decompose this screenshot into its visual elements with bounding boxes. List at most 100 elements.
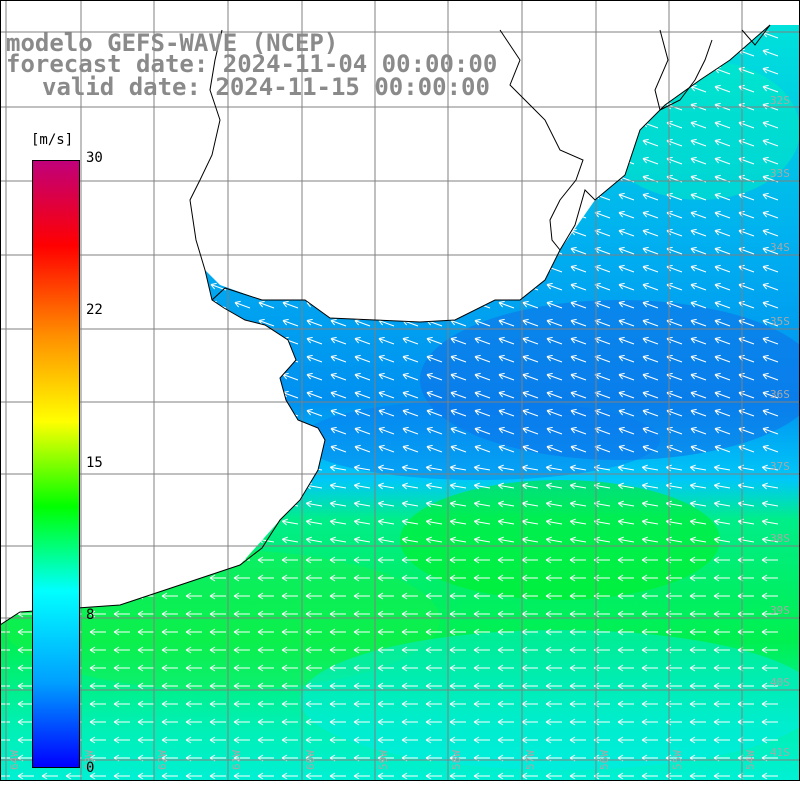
wind-arrow xyxy=(641,736,658,744)
wind-arrow xyxy=(162,138,179,147)
wind-arrow xyxy=(473,556,490,564)
wind-arrow xyxy=(401,464,419,472)
wind-arrow xyxy=(546,354,563,363)
wind-arrow xyxy=(762,354,779,363)
wind-arrow xyxy=(89,664,106,672)
wind-arrow xyxy=(498,210,515,219)
wind-arrow xyxy=(90,390,107,399)
wind-arrow xyxy=(89,556,106,564)
wind-arrow xyxy=(402,444,419,453)
wind-arrow xyxy=(233,718,250,726)
wind-arrow xyxy=(426,282,443,291)
wind-arrow xyxy=(281,464,299,472)
wind-arrow xyxy=(642,138,659,147)
wind-arrow xyxy=(354,120,371,129)
wind-arrow xyxy=(113,610,130,618)
wind-arrow xyxy=(162,282,179,291)
wind-arrow xyxy=(234,138,251,147)
lon-label: 64W xyxy=(8,750,21,770)
wind-arrow xyxy=(545,574,562,582)
wind-arrow xyxy=(714,84,731,93)
wind-arrow xyxy=(570,138,587,147)
wind-arrow xyxy=(497,718,514,726)
wind-arrow xyxy=(402,120,419,129)
lon-label: 63W xyxy=(83,750,96,770)
wind-arrow xyxy=(329,464,347,472)
wind-arrow xyxy=(305,700,322,708)
wind-arrow xyxy=(282,210,299,219)
wind-arrow xyxy=(161,736,178,744)
wind-arrow xyxy=(473,772,490,780)
wind-arrow xyxy=(762,372,779,381)
wind-arrow xyxy=(546,210,563,219)
wind-arrow xyxy=(354,408,371,417)
lat-labels: 32S 33S 34S 35S 36S 37S 38S 39S 40S 41S xyxy=(770,94,790,759)
wind-arrow xyxy=(450,228,467,237)
wind-arrow xyxy=(186,336,203,345)
wind-arrow xyxy=(714,246,731,255)
wind-arrow xyxy=(17,736,34,744)
wind-arrow xyxy=(186,408,203,417)
wind-arrow xyxy=(17,682,34,690)
wind-arrow xyxy=(114,156,131,165)
wind-arrow xyxy=(402,354,419,363)
wind-arrow xyxy=(114,408,131,417)
wind-arrow xyxy=(546,192,563,201)
wind-arrow xyxy=(89,736,106,744)
wind-arrow xyxy=(522,426,539,435)
wind-arrow xyxy=(330,426,347,435)
wind-arrow xyxy=(402,336,419,345)
wind-arrow xyxy=(425,592,442,600)
wind-arrow xyxy=(426,300,443,309)
wind-arrow xyxy=(355,13,370,20)
wind-arrow xyxy=(306,354,323,363)
wind-arrow xyxy=(450,120,467,129)
wind-arrow xyxy=(185,628,202,636)
wind-arrow xyxy=(522,354,539,363)
wind-arrow xyxy=(234,228,251,237)
wind-arrow xyxy=(450,408,467,417)
wind-arrow xyxy=(762,264,779,273)
wind-arrow xyxy=(330,120,347,129)
wind-arrow xyxy=(305,664,322,672)
wind-arrow xyxy=(450,138,467,147)
wind-arrow xyxy=(761,556,778,564)
wind-arrow xyxy=(545,592,562,600)
wind-arrow xyxy=(0,372,11,381)
wind-arrow xyxy=(547,13,562,20)
wind-arrow xyxy=(473,628,490,636)
wind-arrow xyxy=(185,464,203,472)
wind-arrow xyxy=(210,390,227,399)
wind-arrow xyxy=(449,556,466,564)
wind-arrow xyxy=(474,210,491,219)
wind-arrow xyxy=(353,646,370,654)
wind-arrow xyxy=(714,426,731,435)
wind-arrow xyxy=(713,482,731,490)
wind-arrow xyxy=(233,610,250,618)
wind-arrow xyxy=(234,426,251,435)
wind-arrow xyxy=(450,264,467,273)
wind-arrow xyxy=(521,718,538,726)
wind-arrow xyxy=(545,700,562,708)
wind-arrow xyxy=(162,372,179,381)
wind-arrow xyxy=(282,282,299,291)
wind-arrow xyxy=(306,264,323,273)
wind-arrow xyxy=(714,138,731,147)
wind-arrow xyxy=(426,372,443,381)
wind-arrow xyxy=(521,536,539,544)
wind-arrow xyxy=(497,682,514,690)
wind-arrow xyxy=(209,664,226,672)
wind-arrow xyxy=(90,408,107,417)
wind-arrow xyxy=(330,408,347,417)
wind-arrow xyxy=(115,13,130,20)
wind-arrow xyxy=(0,264,11,273)
wind-arrow xyxy=(162,318,179,327)
wind-arrow xyxy=(545,646,562,654)
wind-arrow xyxy=(545,628,562,636)
wind-arrow xyxy=(113,772,130,780)
wind-arrow xyxy=(618,138,635,147)
wind-arrow xyxy=(114,282,131,291)
wind-arrow xyxy=(329,500,347,508)
wind-arrow xyxy=(259,13,274,20)
wind-arrow xyxy=(690,156,707,165)
